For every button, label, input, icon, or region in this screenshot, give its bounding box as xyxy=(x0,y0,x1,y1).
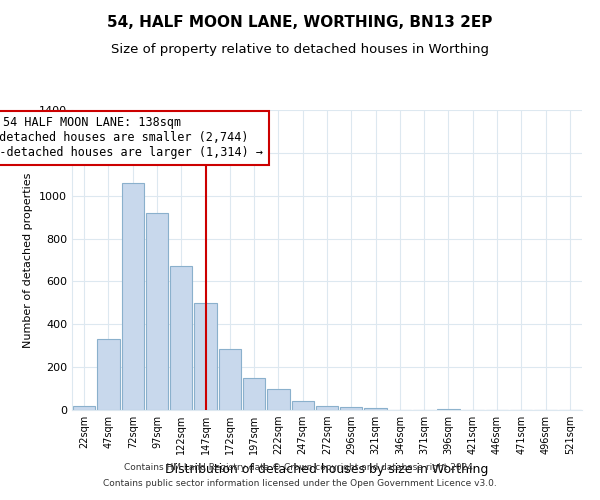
Bar xyxy=(170,266,193,410)
Bar xyxy=(122,183,144,410)
Text: 54, HALF MOON LANE, WORTHING, BN13 2EP: 54, HALF MOON LANE, WORTHING, BN13 2EP xyxy=(107,15,493,30)
Text: Contains public sector information licensed under the Open Government Licence v3: Contains public sector information licen… xyxy=(103,478,497,488)
Bar xyxy=(146,213,168,410)
Text: 54 HALF MOON LANE: 138sqm
← 67% of detached houses are smaller (2,744)
32% of se: 54 HALF MOON LANE: 138sqm ← 67% of detac… xyxy=(0,116,263,160)
Bar xyxy=(97,340,119,410)
Bar xyxy=(437,409,460,410)
Y-axis label: Number of detached properties: Number of detached properties xyxy=(23,172,34,348)
Bar xyxy=(218,349,241,410)
Text: Size of property relative to detached houses in Worthing: Size of property relative to detached ho… xyxy=(111,42,489,56)
Bar xyxy=(316,406,338,410)
Bar xyxy=(267,388,290,410)
Bar xyxy=(73,406,95,410)
X-axis label: Distribution of detached houses by size in Worthing: Distribution of detached houses by size … xyxy=(166,462,488,475)
Bar xyxy=(194,303,217,410)
Bar xyxy=(340,407,362,410)
Bar xyxy=(243,378,265,410)
Bar xyxy=(364,408,387,410)
Bar xyxy=(292,402,314,410)
Text: Contains HM Land Registry data © Crown copyright and database right 2024.: Contains HM Land Registry data © Crown c… xyxy=(124,464,476,472)
